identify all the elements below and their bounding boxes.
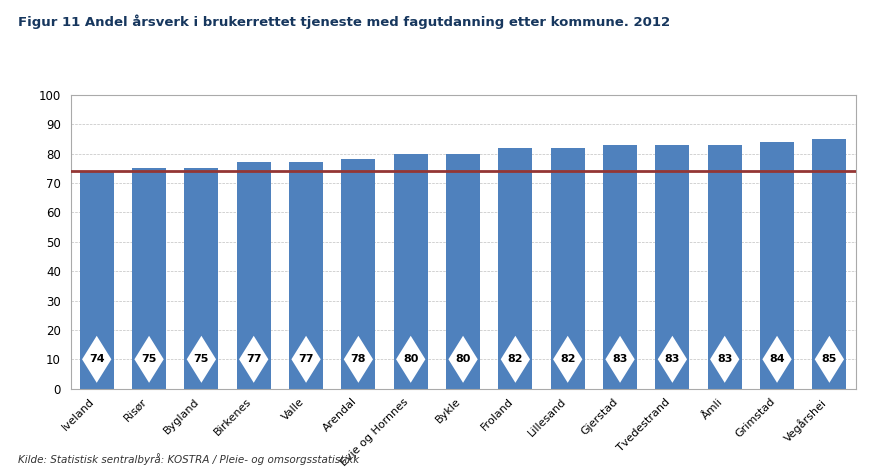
Bar [446,154,480,389]
Text: 75: 75 [141,354,157,365]
Polygon shape [82,336,111,383]
Text: 78: 78 [351,354,366,365]
Polygon shape [553,336,582,383]
Text: 85: 85 [822,354,837,365]
Polygon shape [396,336,425,383]
Polygon shape [239,336,268,383]
Polygon shape [134,336,164,383]
Text: 82: 82 [560,354,575,365]
Bar [184,168,219,389]
Bar [707,145,742,389]
Polygon shape [187,336,216,383]
Text: 77: 77 [298,354,314,365]
Text: Figur 11 Andel årsverk i brukerrettet tjeneste med fagutdanning etter kommune. 2: Figur 11 Andel årsverk i brukerrettet tj… [18,14,669,29]
Bar [550,148,585,389]
Polygon shape [762,336,792,383]
Bar [341,159,376,389]
Bar [760,142,794,389]
Polygon shape [658,336,687,383]
Bar [289,163,323,389]
Text: 84: 84 [769,354,785,365]
Text: Kilde: Statistisk sentralbyrå: KOSTRA / Pleie- og omsorgsstatistikk: Kilde: Statistisk sentralbyrå: KOSTRA / … [18,453,359,465]
Polygon shape [710,336,739,383]
Bar [132,168,166,389]
Text: 75: 75 [194,354,209,365]
Bar [79,171,114,389]
Polygon shape [291,336,321,383]
Bar [812,139,847,389]
Bar [393,154,428,389]
Polygon shape [605,336,635,383]
Polygon shape [815,336,844,383]
Polygon shape [344,336,373,383]
Polygon shape [448,336,478,383]
Text: 77: 77 [246,354,261,365]
Bar [603,145,637,389]
Text: 83: 83 [717,354,732,365]
Text: 83: 83 [665,354,680,365]
Polygon shape [501,336,530,383]
Text: 82: 82 [508,354,523,365]
Bar [655,145,690,389]
Bar [236,163,271,389]
Text: 80: 80 [403,354,418,365]
Bar [498,148,533,389]
Text: 80: 80 [455,354,471,365]
Text: 74: 74 [89,354,105,365]
Text: 83: 83 [612,354,628,365]
